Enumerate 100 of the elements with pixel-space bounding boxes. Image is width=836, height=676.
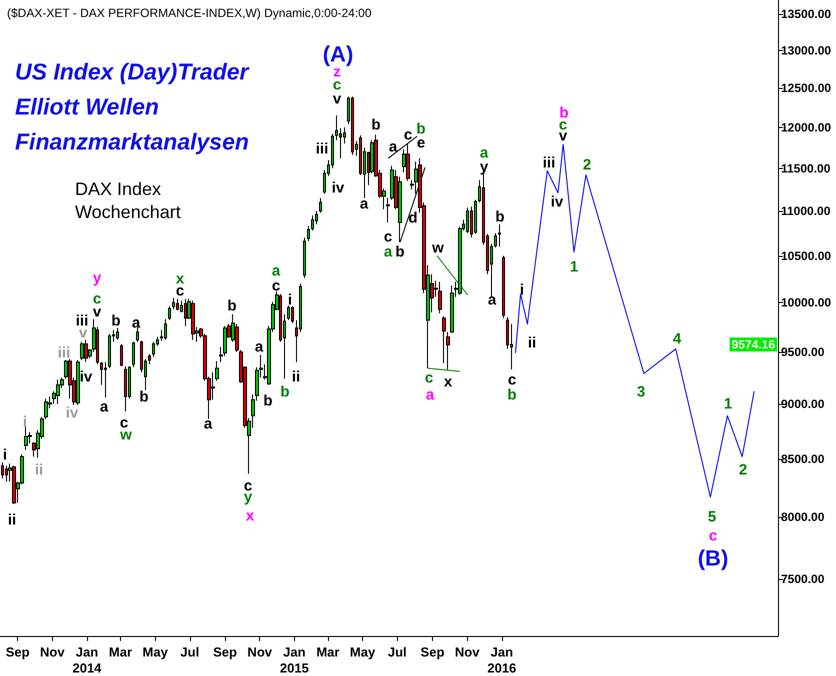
x-tick-label: Sep	[420, 644, 444, 660]
candlestick	[120, 343, 123, 367]
candlestick	[466, 207, 469, 234]
candlestick	[12, 465, 16, 505]
annotation: b	[495, 208, 505, 226]
y-tick-label: 9000.00	[781, 396, 825, 411]
candlestick	[108, 333, 111, 369]
annotation: Wochenchart	[75, 202, 181, 222]
candlestick	[1, 462, 4, 479]
candlestick	[438, 281, 442, 314]
x-tick-label: Nov	[40, 644, 66, 660]
candlestick	[307, 226, 310, 242]
annotation: 1	[570, 258, 578, 276]
annotation: 2	[738, 462, 748, 478]
annotation: (A)	[322, 42, 354, 66]
candlestick	[319, 198, 322, 214]
annotation: c	[244, 478, 252, 494]
y-tick-label: 13500.00	[781, 7, 832, 22]
candlestick	[56, 379, 60, 404]
y-tick-label: 11000.00	[781, 204, 831, 218]
y-tick-label: 12000.00	[781, 120, 832, 134]
candlestick	[176, 298, 179, 311]
candlestick	[168, 306, 171, 321]
annotation: Elliott Wellen	[15, 94, 159, 120]
annotation: a	[480, 144, 489, 162]
annotation: a	[426, 386, 435, 404]
annotation: 9574.16	[732, 337, 776, 352]
y-tick-label: 12500.00	[781, 81, 832, 96]
x-tick-label: Mar	[108, 644, 132, 660]
annotation: i	[288, 292, 292, 308]
candlestick	[191, 300, 195, 340]
candlestick	[502, 255, 505, 319]
annotation: y	[92, 270, 102, 286]
annotation: (B)	[698, 546, 728, 570]
candlestick	[104, 362, 107, 398]
annotation: 3	[636, 384, 646, 400]
annotation: 1	[724, 396, 732, 412]
candlestick	[311, 214, 314, 231]
annotation: b	[507, 386, 517, 404]
annotation: iv	[66, 404, 79, 422]
candlestick	[148, 354, 151, 365]
annotation: iv	[550, 194, 564, 210]
annotation: ii	[8, 512, 16, 528]
annotation: c	[272, 278, 280, 294]
candlestick	[116, 327, 119, 340]
candlestick	[80, 341, 84, 361]
x-tick-label: Nov	[247, 644, 273, 660]
x-tick-label: Sep	[6, 644, 30, 660]
annotation: a	[384, 244, 393, 260]
x-tick-label: Jan 2015	[280, 644, 309, 676]
candlestick	[124, 366, 127, 412]
annotation: i	[2, 446, 8, 464]
annotation: c	[708, 528, 718, 544]
annotation: DAX Index	[75, 179, 162, 199]
annotation: a	[204, 416, 213, 432]
x-tick-label: Sep	[213, 644, 238, 660]
annotation: b	[227, 298, 237, 314]
annotation: i	[520, 282, 524, 298]
annotation: ii	[292, 368, 300, 386]
annotation: b	[371, 116, 381, 134]
annotation: c	[508, 372, 516, 388]
y-tick-label: 9500.00	[781, 344, 825, 359]
candlestick	[215, 360, 219, 382]
x-tick-label: Jan 2014	[72, 644, 102, 676]
annotation: d	[408, 210, 418, 226]
y-tick-label: 13000.00	[781, 43, 832, 58]
annotation: ii	[34, 462, 44, 478]
candlestick	[291, 306, 294, 324]
annotation: b	[416, 120, 426, 138]
annotation: a	[272, 262, 281, 280]
candlestick	[164, 318, 167, 340]
annotation: v	[332, 90, 342, 108]
annotation: x	[444, 374, 453, 390]
annotation: c	[424, 370, 434, 386]
annotation: 4	[672, 330, 682, 348]
candlestick	[287, 305, 290, 321]
annotation: b	[111, 312, 121, 330]
annotation: iii	[58, 344, 70, 362]
annotation: i	[22, 414, 28, 430]
candlestick	[386, 198, 390, 223]
annotation: a	[388, 138, 398, 156]
candlestick	[172, 297, 175, 310]
annotation: 2	[582, 156, 592, 174]
annotation: 5	[708, 508, 716, 526]
y-tick-label: 7500.00	[781, 572, 825, 586]
annotation: iii	[316, 140, 328, 158]
annotation: iii	[542, 154, 556, 172]
candlestick	[494, 232, 497, 248]
annotation: b	[139, 388, 149, 406]
y-tick-label: 11500.00	[781, 161, 831, 176]
text: ($DAX-XET - DAX PERFORMANCE-INDEX,W) Dynamic,0:00-24:00	[7, 6, 372, 20]
candlestick	[152, 341, 155, 358]
y-tick-label: 8500.00	[781, 452, 825, 466]
candlestick	[474, 199, 477, 235]
x-tick-label: Jul	[388, 644, 407, 660]
annotation: y	[480, 158, 489, 176]
x-tick-label: Jul	[180, 644, 200, 660]
annotation: a	[254, 338, 264, 356]
candlestick	[84, 339, 88, 363]
candlestick	[24, 426, 28, 450]
